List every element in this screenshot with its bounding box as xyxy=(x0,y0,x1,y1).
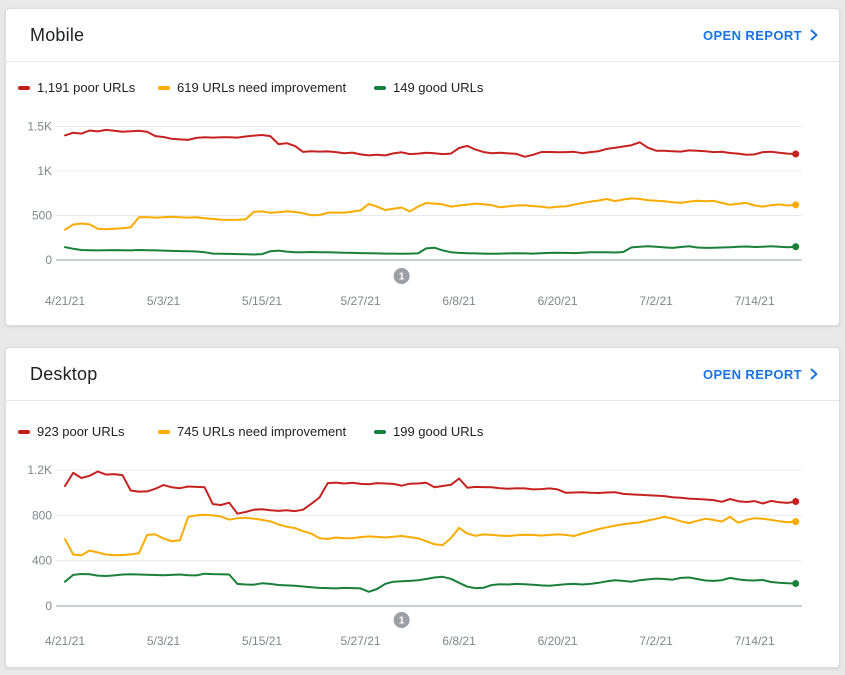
x-tick-label: 5/15/21 xyxy=(242,634,282,648)
x-tick-label: 5/27/21 xyxy=(341,634,381,648)
x-tick-label: 7/14/21 xyxy=(735,634,775,648)
good-urls-line[interactable] xyxy=(64,245,797,256)
x-tick-label: 7/2/21 xyxy=(639,294,673,308)
x-tick-label: 5/15/21 xyxy=(242,294,282,308)
mobile-cwv-chart[interactable]: 0 500 1K 1.5K 4/21/21 5/3/21 5/15/21 5/27/21 6/8… xyxy=(6,9,841,327)
annotation-marker[interactable] xyxy=(393,268,410,284)
x-tick-label: 4/21/21 xyxy=(45,634,85,648)
open-report-label: OPEN REPORT xyxy=(702,366,802,382)
legend-marker xyxy=(158,85,170,90)
legend-item[interactable]: 1,191 poor URLs xyxy=(18,80,135,95)
legend-label: 1,191 poor URLs xyxy=(37,80,136,95)
legend-item[interactable]: 745 URLs need improvement xyxy=(158,424,346,439)
open-report-link[interactable]: OPEN REPORT xyxy=(703,28,821,43)
card-title: Desktop xyxy=(30,363,98,384)
card-title: Mobile xyxy=(30,24,85,45)
legend-label: 149 good URLs xyxy=(393,80,484,95)
x-tick-label: 6/20/21 xyxy=(538,294,578,308)
x-tick-label: 5/27/21 xyxy=(341,294,381,308)
legend-item[interactable]: 199 good URLs xyxy=(374,424,483,439)
x-tick-label: 7/2/21 xyxy=(639,634,673,648)
mobile-card: Mobile OPEN REPORT 1,191 poor URLs 619 UR… xyxy=(5,8,840,326)
legend-label: 923 poor URLs xyxy=(37,424,125,439)
open-report-label: OPEN REPORT xyxy=(702,27,802,43)
series-end-dot xyxy=(792,201,800,209)
card-header: Desktop OPEN REPORT xyxy=(6,348,839,401)
card-header: Mobile OPEN REPORT xyxy=(6,9,839,62)
annotation-marker[interactable] xyxy=(393,612,410,628)
legend-marker xyxy=(374,85,386,90)
x-tick-label: 6/8/21 xyxy=(442,634,476,648)
x-tick-label: 6/20/21 xyxy=(538,634,578,648)
y-tick-label: 0 xyxy=(45,599,52,613)
x-tick-label: 5/3/21 xyxy=(147,634,181,648)
x-tick-label: 7/14/21 xyxy=(735,294,775,308)
open-report-link[interactable]: OPEN REPORT xyxy=(703,367,821,382)
chevron-right-icon xyxy=(810,368,818,380)
series-end-dot xyxy=(792,498,800,505)
legend-item[interactable]: 923 poor URLs xyxy=(18,424,124,439)
desktop-card: Desktop OPEN REPORT 923 poor URLs 745 URL… xyxy=(5,347,840,668)
annotation-label: 1 xyxy=(399,272,405,283)
y-tick-label: 1.5K xyxy=(27,120,52,134)
y-tick-label: 400 xyxy=(32,554,52,568)
series-end-dot xyxy=(792,243,800,251)
y-tick-label: 0 xyxy=(45,253,52,267)
good-urls-line[interactable] xyxy=(64,572,797,593)
series-end-dot xyxy=(792,518,800,526)
poor-urls-line[interactable] xyxy=(64,128,797,158)
legend-marker xyxy=(374,429,386,434)
legend-label: 199 good URLs xyxy=(393,424,484,439)
chart-legend: 1,191 poor URLs 619 URLs need improvement… xyxy=(6,80,839,98)
series-end-dot xyxy=(792,150,800,158)
y-tick-label: 500 xyxy=(32,209,52,223)
x-tick-label: 5/3/21 xyxy=(147,294,181,308)
urls-need-improvement-line[interactable] xyxy=(64,513,797,557)
desktop-cwv-chart[interactable]: 0 400 800 1.2K 4/21/21 5/3/21 5/15/21 5/27/21 6/… xyxy=(6,348,841,669)
y-tick-label: 800 xyxy=(32,508,52,522)
legend-item[interactable]: 619 URLs need improvement xyxy=(158,80,346,95)
legend-label: 619 URLs need improvement xyxy=(177,80,347,95)
x-tick-label: 4/21/21 xyxy=(45,294,85,308)
series-end-dot xyxy=(792,580,800,587)
legend-item[interactable]: 149 good URLs xyxy=(374,80,483,95)
y-tick-label: 1K xyxy=(37,164,52,178)
chart-legend: 923 poor URLs 745 URLs need improvement 19… xyxy=(6,424,839,442)
legend-label: 745 URLs need improvement xyxy=(177,424,347,439)
poor-urls-line[interactable] xyxy=(64,470,797,515)
legend-marker xyxy=(18,429,30,434)
annotation-label: 1 xyxy=(399,616,405,627)
chevron-right-icon xyxy=(810,29,818,41)
legend-marker xyxy=(158,429,170,434)
x-tick-label: 6/8/21 xyxy=(442,294,476,308)
y-tick-label: 1.2K xyxy=(27,463,52,477)
urls-need-improvement-line[interactable] xyxy=(64,197,797,231)
legend-marker xyxy=(18,85,30,90)
